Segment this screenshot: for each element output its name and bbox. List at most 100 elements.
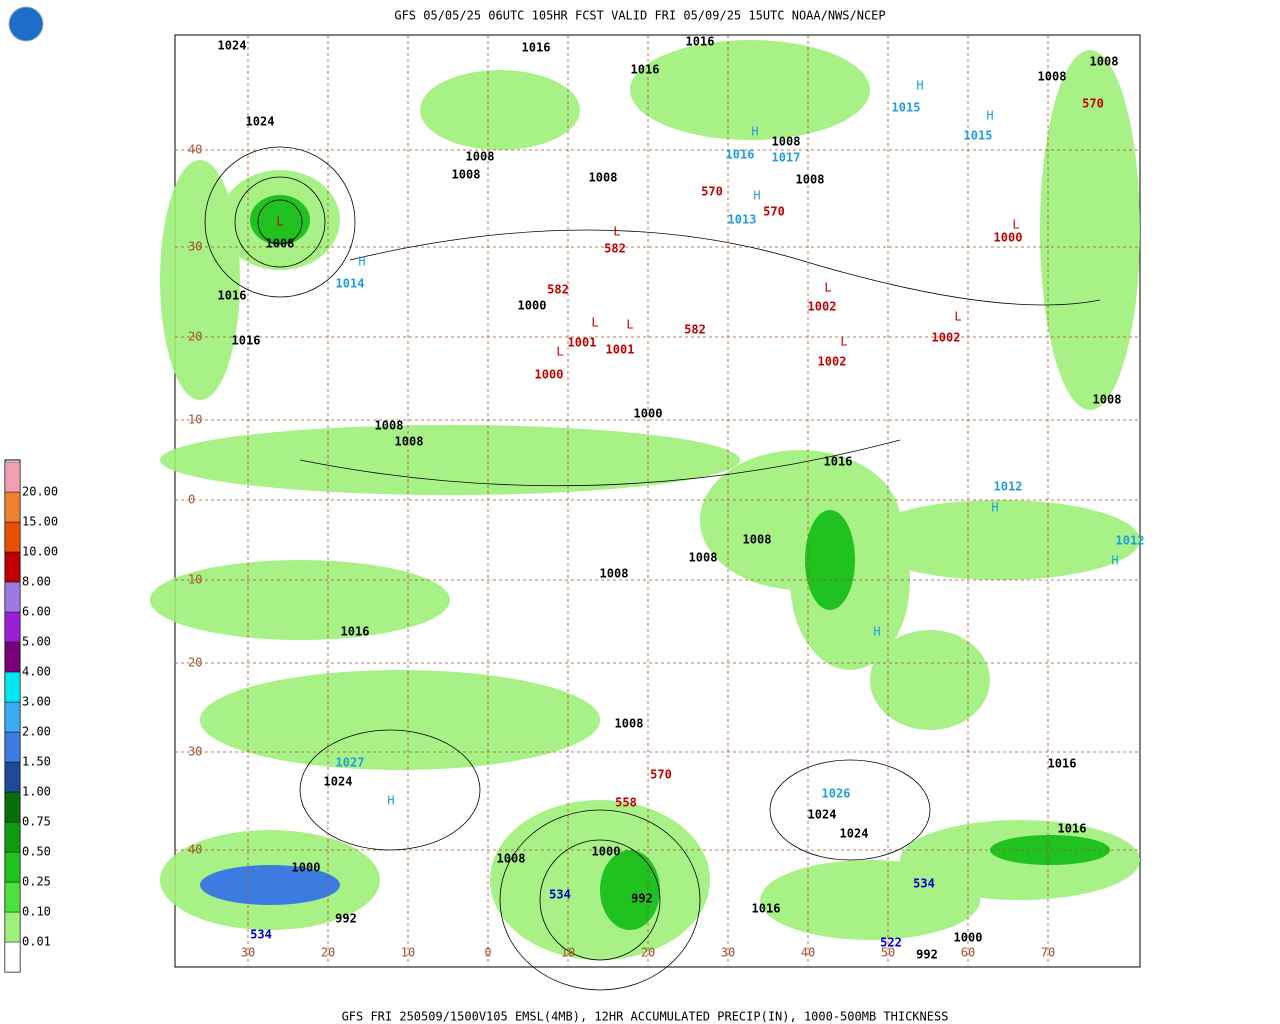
lon-label: 30 bbox=[721, 946, 735, 960]
contour-label: 1008 bbox=[1090, 55, 1119, 69]
legend-label: 1.50 bbox=[22, 755, 51, 769]
legend-swatch bbox=[4, 491, 21, 523]
contour-label: 1008 bbox=[600, 567, 629, 581]
contour-label: 1024 bbox=[246, 115, 275, 129]
contour-label: 1024 bbox=[840, 827, 869, 841]
legend-label: 20.00 bbox=[22, 485, 58, 499]
contour-label: 570 bbox=[701, 185, 723, 199]
contour-label: 1017 bbox=[772, 151, 801, 165]
contour-label: 1002 bbox=[808, 300, 837, 314]
legend-label: 6.00 bbox=[22, 605, 51, 619]
contour-label: 1016 bbox=[631, 63, 660, 77]
pressure-center: L bbox=[840, 335, 847, 349]
contour-label: 1008 bbox=[1038, 70, 1067, 84]
legend-swatch bbox=[4, 821, 21, 853]
pressure-center: L bbox=[824, 281, 831, 295]
pressure-center: H bbox=[751, 125, 758, 139]
contour-label: 1000 bbox=[518, 299, 547, 313]
legend-label: 2.00 bbox=[22, 725, 51, 739]
contour-label: 1008 bbox=[796, 173, 825, 187]
legend-label: 0.25 bbox=[22, 875, 51, 889]
contour-label: 1000 bbox=[292, 861, 321, 875]
contour-label: 1024 bbox=[324, 775, 353, 789]
contour-label: 582 bbox=[684, 323, 706, 337]
contour-label: 1008 bbox=[615, 717, 644, 731]
contour-label: 1001 bbox=[568, 336, 597, 350]
contour-label: 1016 bbox=[824, 455, 853, 469]
lon-label: 0 bbox=[484, 946, 491, 960]
lon-label: 30 bbox=[241, 946, 255, 960]
noaa-logo bbox=[8, 6, 44, 42]
contour-label: 1015 bbox=[892, 101, 921, 115]
legend-swatch bbox=[4, 671, 21, 703]
pressure-center: H bbox=[873, 625, 880, 639]
contour-label: 570 bbox=[763, 205, 785, 219]
legend-swatch bbox=[4, 851, 21, 883]
contour-label: 534 bbox=[913, 877, 935, 891]
contour-label: 570 bbox=[1082, 97, 1104, 111]
legend-swatch bbox=[4, 701, 21, 733]
legend-swatch bbox=[4, 551, 21, 583]
contour-label: 1012 bbox=[1116, 534, 1145, 548]
pressure-center: L bbox=[954, 310, 961, 324]
contour-label: 1024 bbox=[808, 808, 837, 822]
contour-label: 1016 bbox=[1048, 757, 1077, 771]
lat-label: 30 bbox=[188, 745, 202, 759]
pressure-center: H bbox=[991, 501, 998, 515]
contour-label: 1016 bbox=[218, 289, 247, 303]
pressure-center: H bbox=[916, 79, 923, 93]
contour-label: 1016 bbox=[726, 148, 755, 162]
legend-swatch bbox=[4, 911, 21, 943]
legend-label: 1.00 bbox=[22, 785, 51, 799]
contour-label: 582 bbox=[547, 283, 569, 297]
legend-swatch bbox=[4, 581, 21, 613]
legend-swatch bbox=[4, 731, 21, 763]
lat-lon-grid bbox=[175, 35, 1140, 967]
legend-swatch bbox=[4, 761, 21, 793]
contour-label: 1008 bbox=[589, 171, 618, 185]
lat-label: 40 bbox=[188, 843, 202, 857]
lon-label: 20 bbox=[321, 946, 335, 960]
contour-label: 1016 bbox=[1058, 822, 1087, 836]
contour-label: 1002 bbox=[818, 355, 847, 369]
legend-label: 5.00 bbox=[22, 635, 51, 649]
contour-label: 1014 bbox=[336, 277, 365, 291]
legend-label: 0.10 bbox=[22, 905, 51, 919]
contour-label: 1008 bbox=[743, 533, 772, 547]
contour-label: 1008 bbox=[497, 852, 526, 866]
contour-label: 1000 bbox=[634, 407, 663, 421]
contour-label: 534 bbox=[250, 928, 272, 942]
contour-label: 1026 bbox=[822, 787, 851, 801]
legend-swatch bbox=[4, 941, 21, 973]
legend-label: 0.50 bbox=[22, 845, 51, 859]
contour-label: 1000 bbox=[592, 845, 621, 859]
contour-label: 1008 bbox=[772, 135, 801, 149]
lat-label: 40 bbox=[188, 143, 202, 157]
contour-label: 1016 bbox=[686, 35, 715, 49]
header-title: GFS 05/05/25 06UTC 105HR FCST VALID FRI … bbox=[394, 9, 885, 23]
contour-label: 992 bbox=[631, 892, 653, 906]
lat-label: 0 bbox=[188, 493, 195, 507]
pressure-center: H bbox=[358, 255, 365, 269]
legend-swatch bbox=[4, 521, 21, 553]
legend-label: 0.01 bbox=[22, 935, 51, 949]
contour-label: 1000 bbox=[994, 231, 1023, 245]
legend-label: 4.00 bbox=[22, 665, 51, 679]
contour-label: 1016 bbox=[522, 41, 551, 55]
lat-label: 20 bbox=[188, 330, 202, 344]
lon-label: 50 bbox=[881, 946, 895, 960]
lat-label: 10 bbox=[188, 413, 202, 427]
lon-label: 10 bbox=[561, 946, 575, 960]
contour-label: 1016 bbox=[232, 334, 261, 348]
lon-label: 60 bbox=[961, 946, 975, 960]
pressure-center: L bbox=[1012, 218, 1019, 232]
legend-label: 3.00 bbox=[22, 695, 51, 709]
contour-label: 1002 bbox=[932, 331, 961, 345]
pressure-center: L bbox=[276, 215, 283, 229]
contour-label: 570 bbox=[650, 768, 672, 782]
legend-swatch bbox=[4, 881, 21, 913]
contour-label: 522 bbox=[880, 936, 902, 950]
